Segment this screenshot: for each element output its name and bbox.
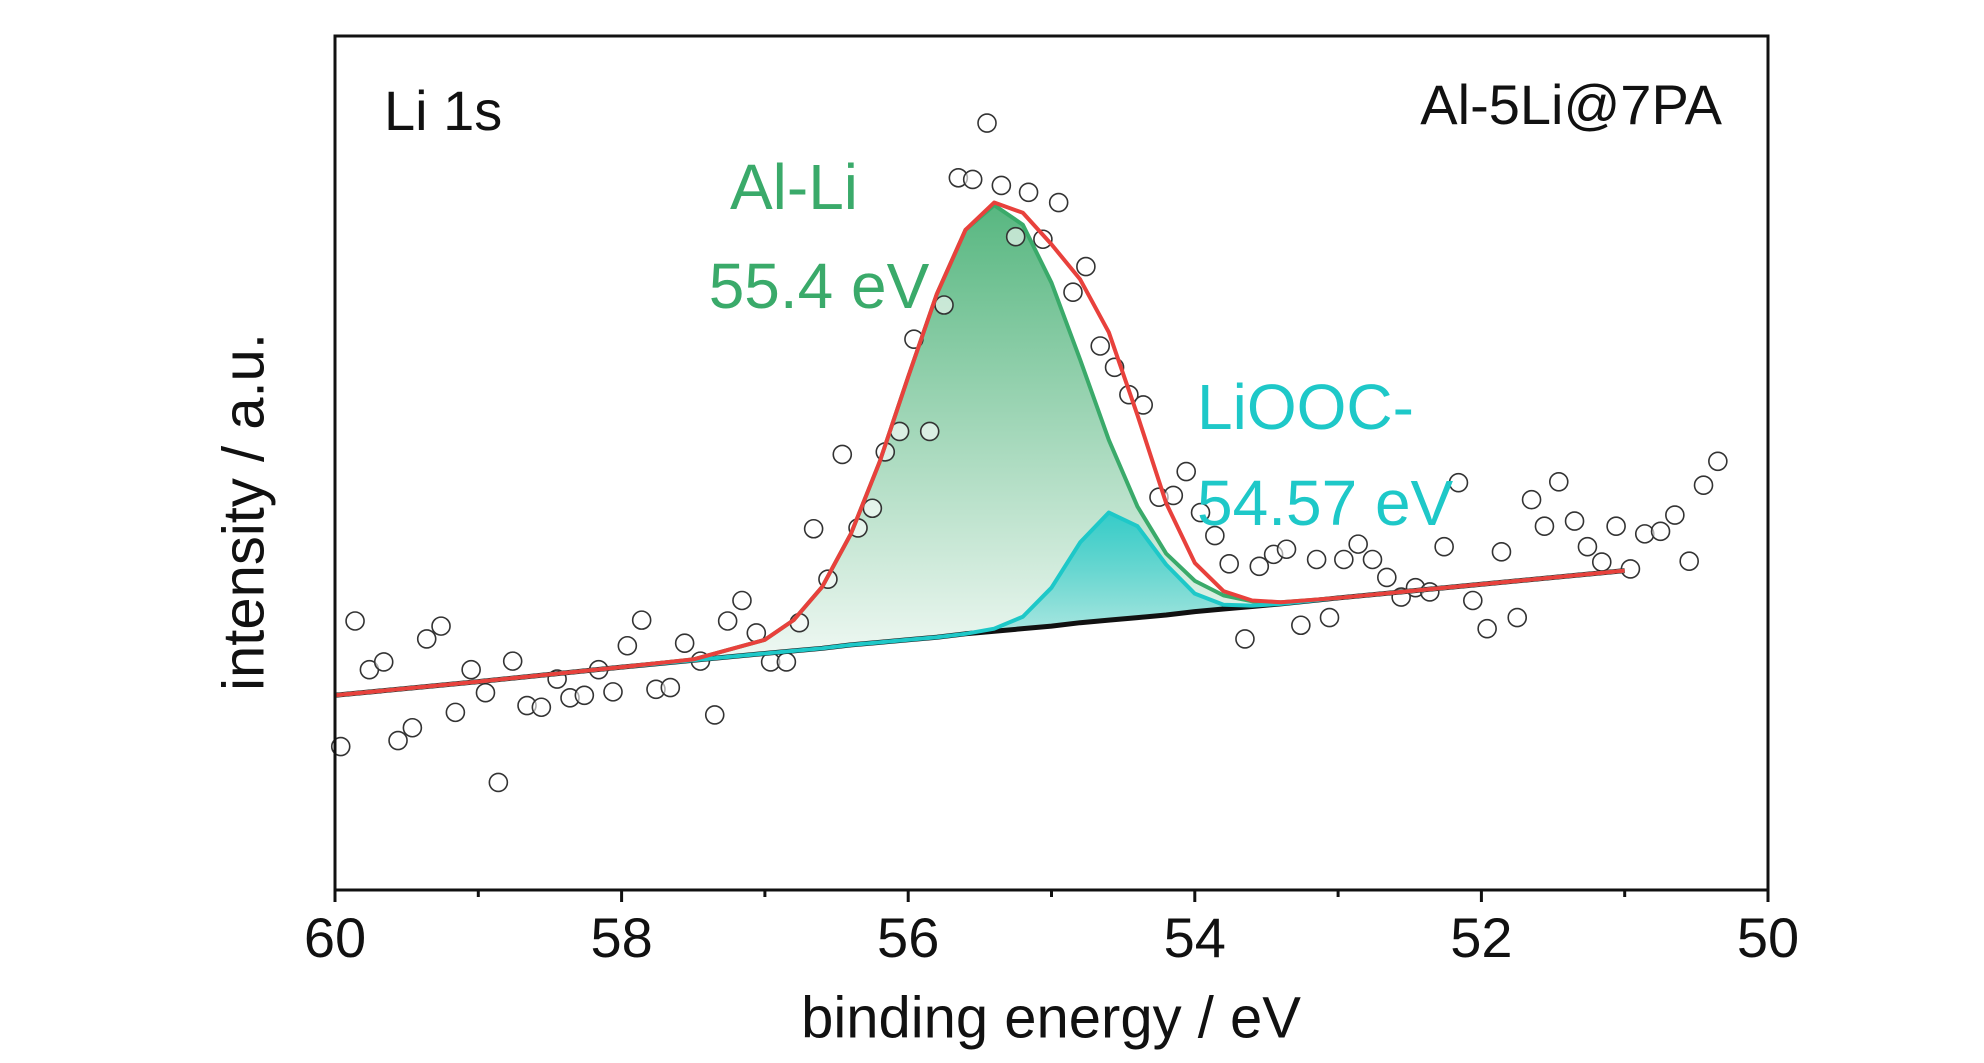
x-tick-label: 50 [1737,906,1799,969]
data-point [1048,192,1069,213]
data-point [962,169,983,190]
data-point [1291,615,1311,636]
annotation: LiOOC- [1197,371,1414,443]
data-point [1491,542,1512,562]
data-point [674,633,695,653]
data-point [1591,552,1612,572]
data-point [631,610,652,630]
data-point [1377,567,1397,588]
data-point [776,652,797,672]
data-point [603,682,623,702]
data-point [1708,451,1728,472]
data-point [1076,256,1096,277]
data-point [402,717,423,738]
data-point [574,685,595,706]
data-point [660,677,681,698]
data-point [1463,590,1483,611]
data-point [803,518,824,539]
data-point [977,113,997,133]
data-point [488,772,509,793]
data-point [1063,282,1083,303]
data-point [732,590,752,611]
x-tick-label: 54 [1164,906,1226,969]
data-point [919,421,940,442]
data-point [1176,461,1197,482]
data-point [832,444,853,465]
data-point [1577,536,1598,557]
annotation: 54.57 eV [1197,467,1454,539]
data-point [1362,549,1383,570]
data-point [445,702,466,723]
data-point [1205,525,1225,546]
data-point [1235,629,1255,649]
data-point [1434,536,1454,557]
data-point [1005,226,1026,247]
data-point [1190,502,1211,523]
data-point [991,175,1012,196]
fit-line [334,510,1625,698]
data-point [1564,511,1585,531]
data-point [1334,549,1354,570]
data-point [1521,489,1542,510]
x-tick-label: 60 [304,906,366,969]
y-axis-label: intensity / a.u. [211,333,276,691]
x-axis-label: binding energy / eV [801,985,1301,1050]
annotation: Li 1s [384,79,502,142]
data-point [461,659,481,680]
data-point [388,730,408,751]
data-point [1219,553,1239,574]
data-point [1534,516,1555,536]
annotation: Al-Li [730,151,858,223]
data-point [373,652,394,672]
data-point [862,498,883,519]
data-point [1348,534,1368,554]
data-point [617,635,638,656]
data-point [1507,607,1528,628]
data-point [502,651,523,671]
data-point [1650,521,1671,542]
data-point [1634,524,1655,544]
annotation: Al-5Li@7PA [1420,73,1722,136]
plot-frame [333,34,1770,892]
data-point [1090,336,1111,356]
annotation: 55.4 eV [709,250,930,322]
x-tick-label: 52 [1450,906,1512,969]
data-point [717,611,738,631]
data-point [1319,607,1340,628]
data-point [531,697,552,718]
data-point [1306,549,1327,570]
data-point [1477,618,1497,639]
peak-area [335,205,1625,696]
data-point [431,616,451,636]
data-point [1679,551,1699,572]
data-point [1033,229,1053,250]
data-point [1276,539,1297,560]
data-point [1249,556,1270,577]
fit-line [334,200,1625,698]
data-point [1448,472,1469,493]
data-point [934,295,954,315]
data-point [475,682,496,703]
x-tick-label: 58 [590,906,652,969]
data-point [1018,182,1039,203]
data-point [1606,516,1626,536]
x-tick-label: 56 [877,906,939,969]
data-point [345,611,365,631]
data-point [416,629,437,649]
data-point [1693,475,1714,496]
data-point [1665,505,1685,525]
data-point [1548,471,1569,492]
data-point [704,705,725,725]
